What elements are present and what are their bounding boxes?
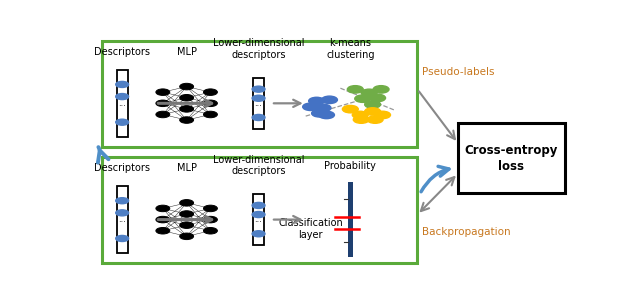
Circle shape: [180, 117, 193, 123]
Circle shape: [361, 89, 377, 97]
FancyBboxPatch shape: [102, 41, 417, 147]
Circle shape: [156, 205, 170, 212]
Circle shape: [204, 89, 218, 95]
Text: Lower-dimensional
descriptors: Lower-dimensional descriptors: [213, 155, 304, 176]
Circle shape: [355, 95, 371, 102]
Circle shape: [116, 210, 129, 216]
Circle shape: [352, 111, 368, 119]
Circle shape: [204, 216, 218, 223]
Circle shape: [180, 233, 193, 239]
Circle shape: [116, 119, 129, 125]
Circle shape: [308, 97, 324, 105]
Text: ...: ...: [118, 215, 126, 224]
Circle shape: [180, 222, 193, 228]
Circle shape: [319, 111, 335, 119]
Circle shape: [116, 94, 129, 100]
Circle shape: [252, 211, 265, 217]
Circle shape: [156, 227, 170, 234]
Text: Descriptors: Descriptors: [94, 163, 150, 173]
Text: Cross-entropy
loss: Cross-entropy loss: [465, 144, 558, 173]
Circle shape: [204, 227, 218, 234]
Circle shape: [156, 100, 170, 107]
Bar: [116, 186, 127, 253]
Circle shape: [116, 236, 129, 242]
Text: Descriptors: Descriptors: [94, 47, 150, 57]
Circle shape: [252, 95, 265, 101]
Text: ...: ...: [118, 99, 126, 108]
Text: MLP: MLP: [177, 163, 196, 173]
Bar: [253, 194, 264, 245]
Circle shape: [204, 100, 218, 107]
Circle shape: [156, 216, 170, 223]
Circle shape: [180, 211, 193, 217]
Text: ...: ...: [255, 215, 262, 224]
Circle shape: [252, 202, 265, 208]
Circle shape: [321, 96, 337, 104]
Circle shape: [204, 111, 218, 118]
Text: Pseudo-labels: Pseudo-labels: [422, 67, 495, 77]
Circle shape: [252, 231, 265, 237]
Text: Lower-dimensional
descriptors: Lower-dimensional descriptors: [213, 38, 304, 60]
Bar: [116, 69, 127, 137]
Circle shape: [180, 106, 193, 112]
Circle shape: [342, 105, 358, 113]
Circle shape: [367, 116, 383, 123]
Text: Backpropagation: Backpropagation: [422, 227, 511, 237]
Text: Probability: Probability: [324, 161, 376, 171]
Circle shape: [156, 89, 170, 95]
Circle shape: [303, 103, 319, 111]
Circle shape: [156, 111, 170, 118]
Bar: [348, 182, 353, 257]
Circle shape: [252, 86, 265, 92]
Circle shape: [374, 111, 390, 119]
FancyBboxPatch shape: [102, 157, 417, 263]
Circle shape: [180, 95, 193, 101]
Circle shape: [204, 205, 218, 212]
Circle shape: [353, 116, 369, 123]
Circle shape: [180, 83, 193, 90]
Circle shape: [365, 108, 381, 115]
Text: MLP: MLP: [177, 47, 196, 57]
Circle shape: [373, 86, 389, 93]
Circle shape: [312, 110, 328, 117]
Text: k-means
clustering: k-means clustering: [326, 38, 374, 60]
FancyBboxPatch shape: [458, 124, 564, 193]
Text: ...: ...: [255, 99, 262, 108]
Circle shape: [180, 200, 193, 206]
Circle shape: [315, 104, 331, 112]
Bar: [253, 78, 264, 129]
Circle shape: [365, 101, 381, 108]
Circle shape: [116, 198, 129, 204]
Circle shape: [252, 114, 265, 120]
Circle shape: [348, 86, 364, 93]
Text: Classification
layer: Classification layer: [278, 218, 343, 240]
Circle shape: [116, 82, 129, 88]
Circle shape: [370, 94, 385, 102]
